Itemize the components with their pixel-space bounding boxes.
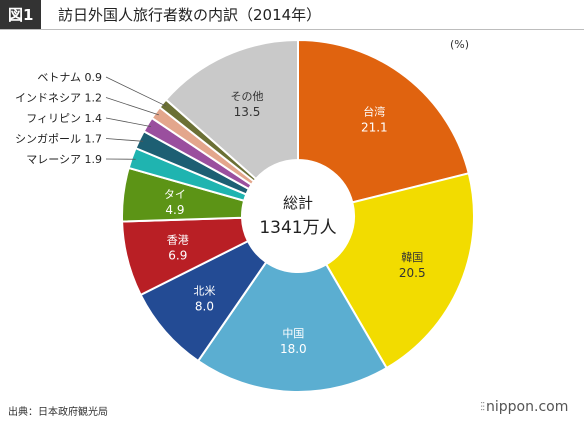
slice-label-3: 北米 (193, 284, 215, 297)
slice-value-11: 13.5 (234, 105, 261, 119)
external-label-10: ベトナム 0.9 (37, 71, 102, 84)
brand-name: nippon.com (486, 399, 569, 415)
slice-value-0: 21.1 (361, 120, 388, 134)
source-note: 出典：日本政府観光局 (8, 407, 108, 418)
external-label-6: マレーシア 1.9 (26, 153, 102, 166)
figure-header: 図1 訪日外国人旅行者数の内訳（2014年） (0, 0, 584, 30)
slice-label-11: その他 (230, 90, 263, 103)
brand-mark-icon: ⫶⫶ (480, 400, 485, 414)
slice-value-1: 20.5 (399, 266, 426, 280)
external-label-7: シンガポール 1.7 (15, 133, 102, 146)
slice-value-3: 8.0 (195, 299, 214, 313)
external-label-9: インドネシア 1.2 (15, 92, 102, 105)
slice-value-5: 4.9 (165, 203, 184, 217)
header-divider (0, 29, 584, 30)
slice-label-0: 台湾 (363, 104, 385, 118)
figure-badge: 図1 (0, 0, 42, 30)
slice-label-1: 韓国 (401, 251, 423, 264)
leader-line-9 (105, 97, 159, 116)
slice-value-2: 18.0 (280, 342, 307, 356)
brand-logo: ⫶⫶ nippon.com (480, 399, 568, 415)
unit-label: (%) (450, 38, 470, 51)
slice-label-5: タイ (164, 188, 186, 201)
center-label-title: 総計 (283, 194, 313, 212)
labels-group: 台湾 21.1 韓国 20.5 中国 18.0 北米 8.0 香港 6.9 タイ 4.9 その他 13.5… (15, 71, 426, 356)
center-label-total: 1341万人 (259, 218, 336, 238)
pie-slice-2 (196, 260, 389, 393)
slice-label-4: 香港 (167, 233, 189, 246)
leader-line-8 (105, 117, 152, 127)
leader-line-7 (105, 138, 144, 142)
leader-lines-group (105, 76, 166, 160)
slice-label-2: 中国 (282, 327, 304, 340)
slices-group (121, 38, 475, 393)
chart-title: 訪日外国人旅行者数の内訳（2014年） (58, 6, 322, 24)
donut-hole (242, 160, 354, 272)
external-label-8: フィリピン 1.4 (26, 112, 102, 125)
leader-line-10 (105, 76, 166, 107)
slice-value-4: 6.9 (168, 248, 187, 262)
